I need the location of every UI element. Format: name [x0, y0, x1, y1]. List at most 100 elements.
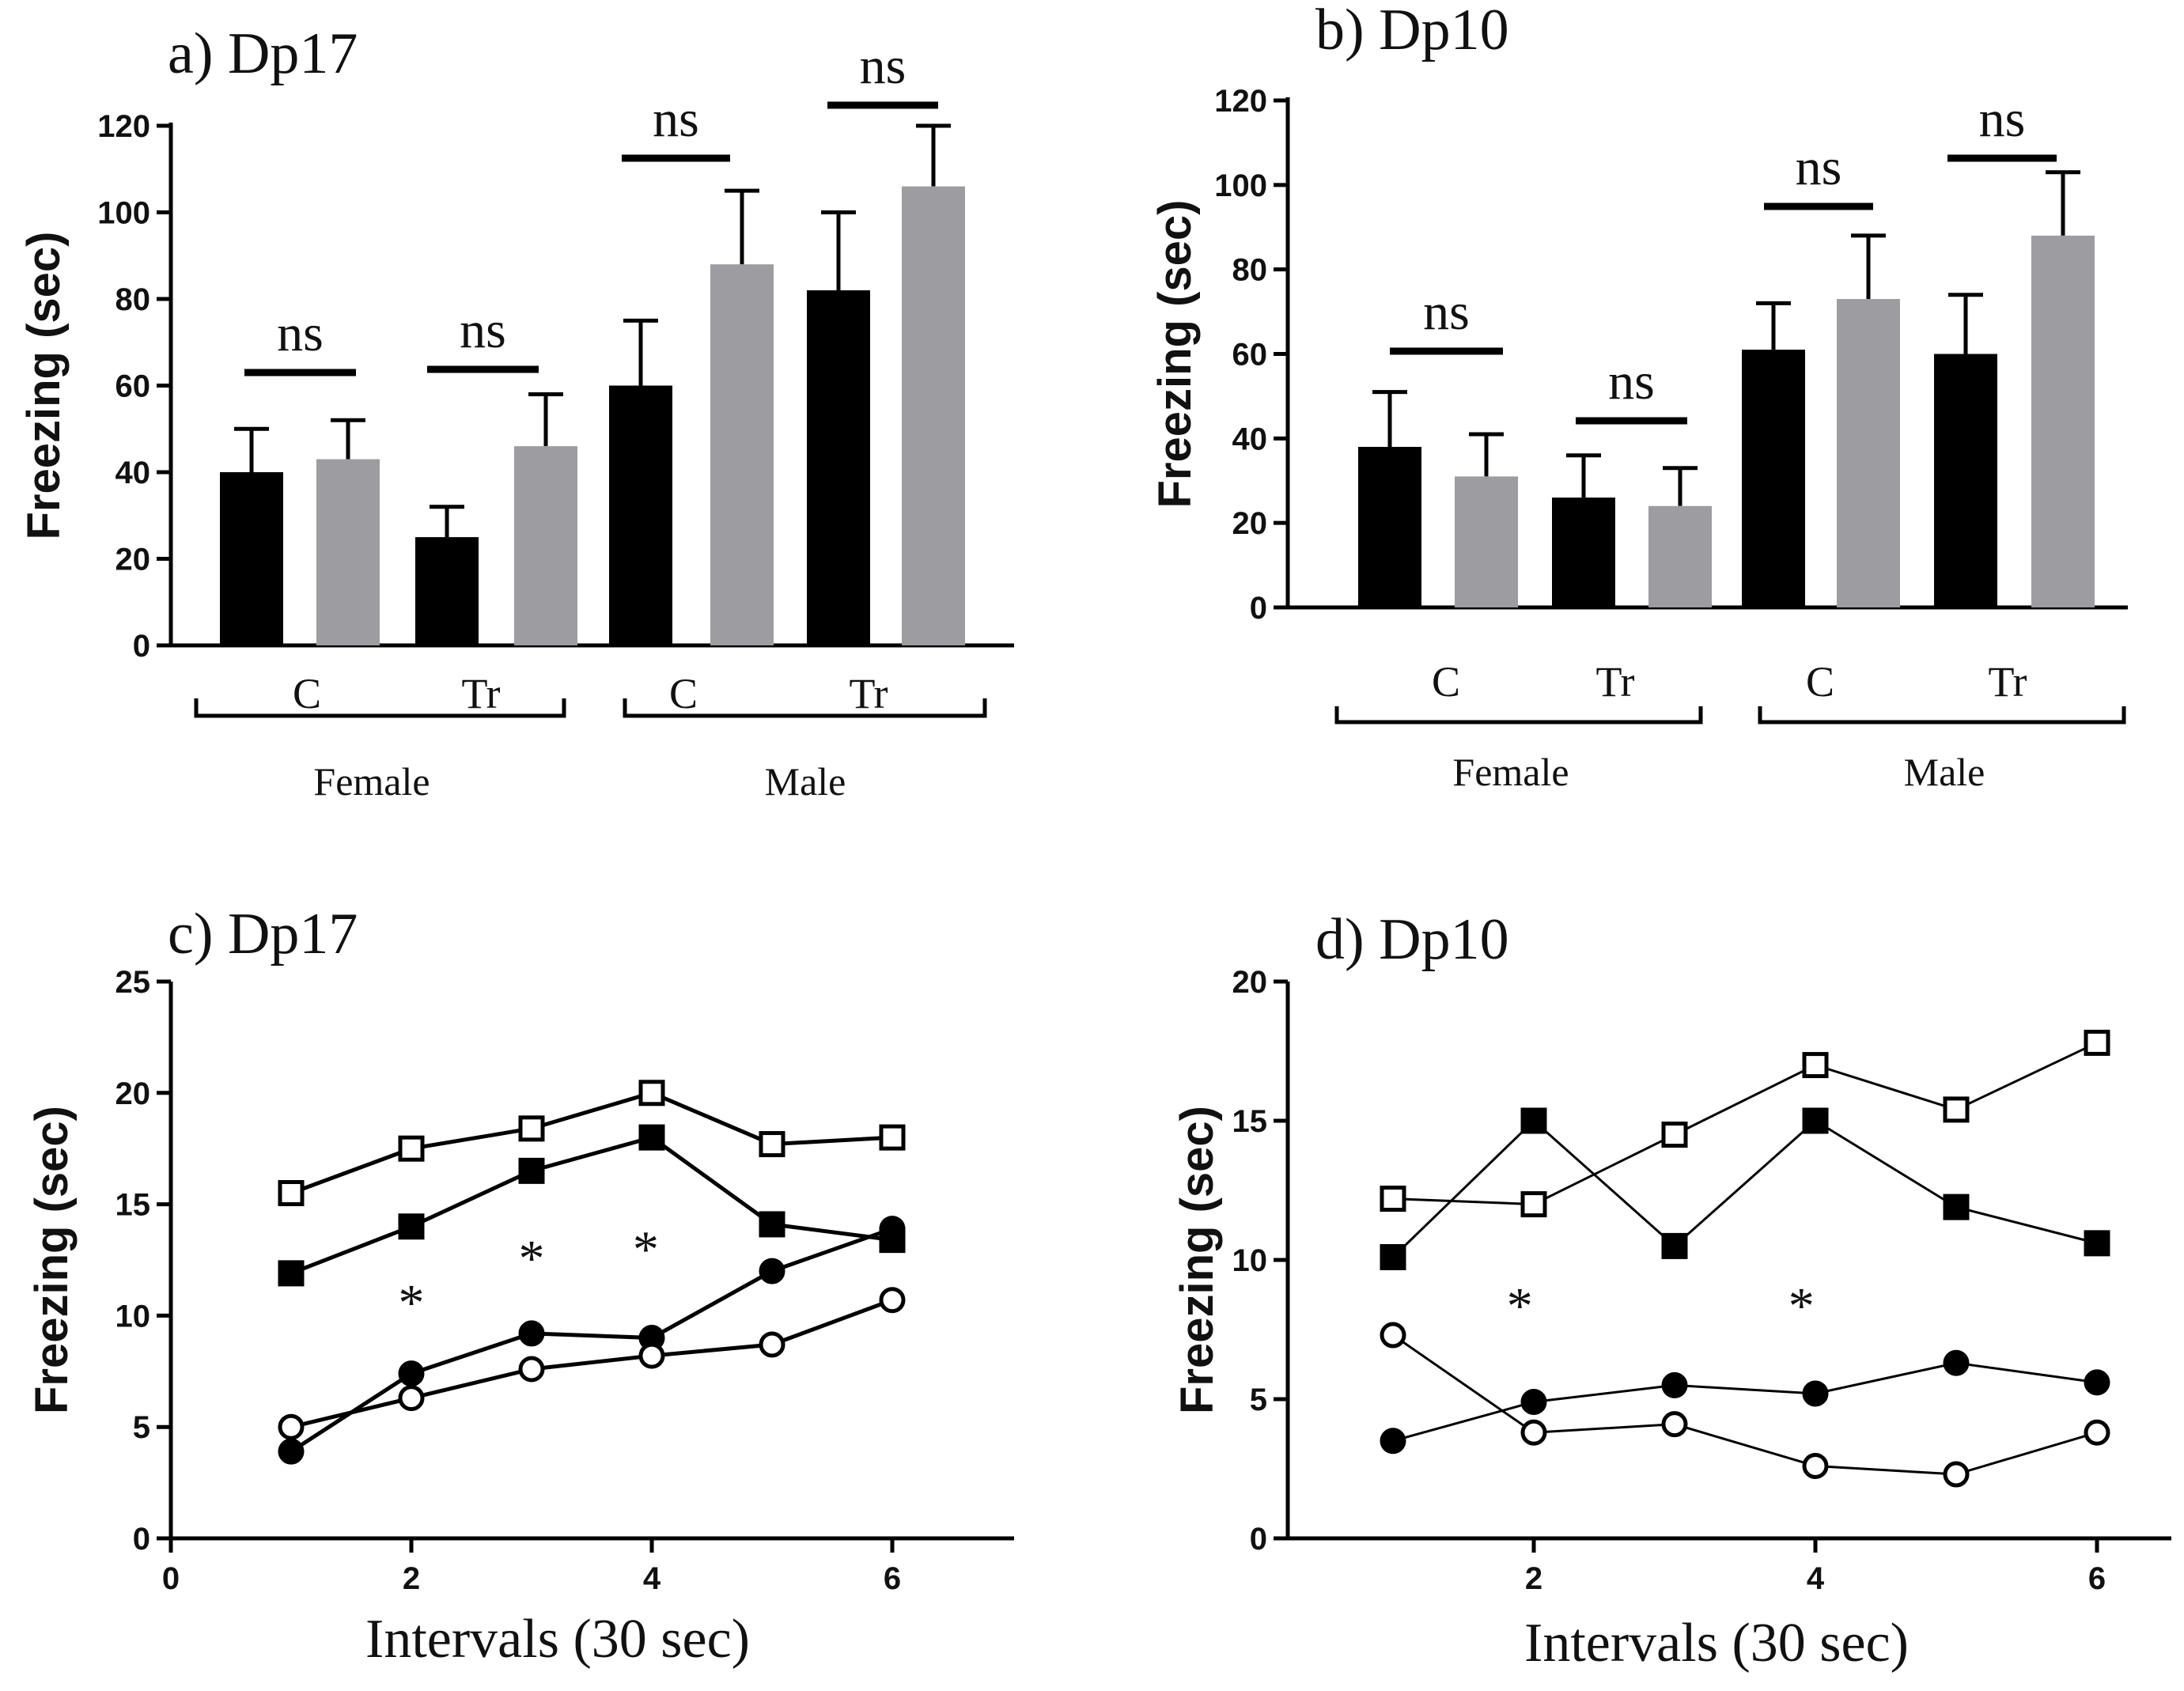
x-category-label: C [1806, 658, 1834, 706]
panel-b: b) Dp10 0 20 40 60 80 100 120 Freezing (sec) C Tr C… [1149, 0, 2128, 794]
data-point-circle [1380, 1428, 1406, 1455]
data-point-square [1943, 1096, 1970, 1123]
data-point-square [638, 1124, 665, 1151]
y-tick-label: 40 [1232, 422, 1268, 456]
bar [609, 385, 672, 645]
y-tick-label: 25 [115, 965, 151, 1000]
y-tick-label: 10 [115, 1299, 151, 1334]
data-point-square [518, 1115, 545, 1142]
data-point-square [1661, 1122, 1688, 1148]
x-axis-label: Intervals (30 sec) [365, 1609, 750, 1670]
data-point-square [1661, 1232, 1688, 1259]
data-point-circle [2084, 1369, 2110, 1396]
series-line [290, 1091, 893, 1195]
data-point-square [2084, 1029, 2110, 1056]
group-bracket [1334, 706, 1703, 724]
data-point-square [398, 1213, 425, 1240]
panel-d: d) Dp10 0 5 10 15 20 2 4 6 Freezing (sec) Interval… [1171, 907, 2171, 1674]
significance-label: ns [277, 305, 324, 362]
data-point-circle [1661, 1411, 1688, 1438]
bar [514, 446, 577, 645]
bar [902, 186, 965, 645]
y-axis-label: Freezing (sec) [18, 232, 70, 540]
x-tick-label: 6 [884, 1561, 901, 1596]
data-point-square [759, 1131, 785, 1158]
data-point-circle [1520, 1389, 1547, 1416]
series-line [290, 1298, 893, 1429]
data-point-circle [1661, 1371, 1688, 1398]
significance-star: * [1507, 1277, 1533, 1335]
x-category-label: C [1432, 658, 1460, 706]
x-category-label: C [293, 670, 321, 717]
series-line [290, 1227, 893, 1454]
panel-title: b) Dp10 [1315, 0, 1509, 62]
data-point-circle [278, 1438, 305, 1465]
bar [1837, 299, 1900, 607]
y-tick-label: 20 [1232, 965, 1268, 1000]
data-point-square [398, 1135, 425, 1162]
bar [1742, 350, 1805, 607]
bar [1358, 447, 1421, 607]
y-tick-label: 100 [1214, 168, 1267, 203]
significance-star: * [1788, 1277, 1815, 1335]
y-tick-label: 120 [1214, 84, 1267, 119]
series-line [1392, 1334, 2098, 1476]
x-tick-label: 2 [403, 1561, 420, 1596]
y-axis-label: Freezing (sec) [1149, 200, 1201, 509]
bar [1934, 354, 1997, 607]
significance-label: ns [1979, 90, 2026, 148]
group-label: Female [1452, 750, 1569, 794]
data-point-square [1380, 1186, 1406, 1212]
y-tick-label: 120 [97, 109, 150, 144]
data-point-square [638, 1080, 665, 1107]
x-category-label: Tr [1595, 658, 1634, 706]
x-tick-label: 2 [1525, 1561, 1542, 1596]
panel-title: a) Dp17 [168, 21, 358, 86]
bar [316, 459, 380, 645]
x-tick-label: 4 [1807, 1561, 1825, 1596]
y-tick-label: 100 [97, 196, 150, 231]
y-tick-label: 80 [115, 282, 151, 317]
significance-label: ns [460, 301, 506, 359]
data-point-circle [1943, 1349, 1970, 1376]
bar [1455, 476, 1518, 607]
series-line [1392, 1042, 2098, 1206]
data-point-square [1943, 1194, 1970, 1220]
y-tick-label: 10 [1232, 1243, 1268, 1278]
data-point-square [278, 1180, 305, 1207]
y-tick-label: 80 [1232, 253, 1268, 288]
data-point-square [1802, 1107, 1829, 1134]
x-tick-label: 4 [643, 1561, 661, 1596]
group-bracket [623, 698, 987, 718]
bar [1648, 505, 1712, 607]
data-point-square [1520, 1191, 1547, 1218]
data-point-circle [2084, 1419, 2110, 1446]
data-point-circle [759, 1258, 785, 1284]
data-point-circle [398, 1385, 425, 1412]
bar [220, 472, 283, 645]
group-label: Female [313, 759, 430, 804]
x-category-label: Tr [461, 670, 500, 717]
bar [2031, 235, 2095, 607]
panel-title: c) Dp17 [168, 902, 358, 967]
significance-star: * [633, 1221, 659, 1279]
group-label: Male [1904, 750, 1985, 794]
data-point-circle [1802, 1380, 1829, 1407]
data-point-square [1802, 1052, 1829, 1079]
data-point-square [518, 1157, 545, 1184]
data-point-circle [879, 1216, 906, 1243]
significance-label: ns [1423, 283, 1470, 341]
series-line [290, 1135, 893, 1276]
x-axis-label: Intervals (30 sec) [1524, 1613, 1909, 1674]
data-point-square [759, 1211, 785, 1238]
y-tick-label: 5 [133, 1410, 150, 1445]
group-label: Male [765, 759, 846, 804]
x-category-label: Tr [849, 670, 888, 717]
y-tick-label: 15 [115, 1188, 151, 1223]
bar [710, 264, 774, 645]
y-axis-label: Freezing (sec) [1171, 1106, 1223, 1414]
y-tick-label: 0 [133, 1522, 150, 1557]
data-point-square [278, 1260, 305, 1287]
data-point-circle [1380, 1322, 1406, 1349]
